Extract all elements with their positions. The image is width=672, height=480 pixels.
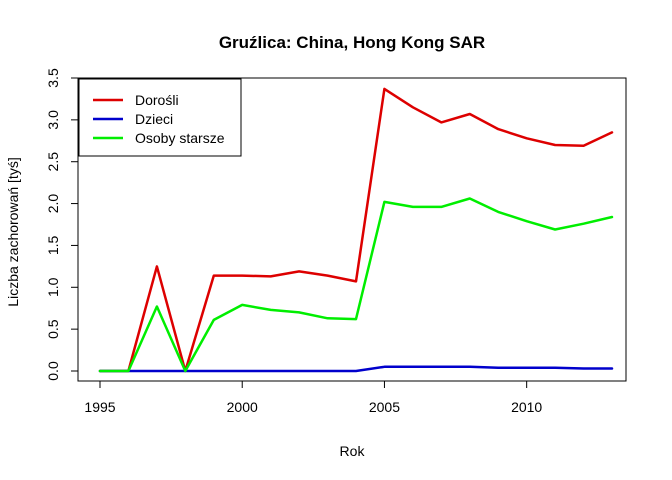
x-tick-label: 2000 — [227, 399, 258, 415]
y-tick-label: 1.0 — [45, 277, 61, 297]
x-axis: 1995 2000 2005 2010 — [84, 380, 542, 415]
y-axis-label: Liczba zachorowań [tyś] — [5, 157, 21, 306]
series-line-3 — [98, 197, 614, 373]
y-axis: 0.0 0.5 1.0 1.5 2.0 2.5 3.0 3.5 — [45, 68, 79, 381]
x-tick-label: 1995 — [84, 399, 115, 415]
y-tick-label: 0.0 — [45, 361, 61, 381]
y-tick-label: 2.0 — [45, 194, 61, 214]
legend-box — [78, 78, 242, 157]
y-tick-label: 0.5 — [45, 319, 61, 339]
series-group — [98, 87, 614, 373]
legend-label: Dorośli — [135, 92, 179, 108]
y-tick-label: 1.5 — [45, 235, 61, 255]
x-tick-label: 2005 — [369, 399, 400, 415]
legend-label: Dzieci — [135, 111, 173, 127]
y-tick-label: 3.0 — [45, 110, 61, 130]
legend-label: Osoby starsze — [135, 130, 225, 146]
x-tick-label: 2010 — [511, 399, 542, 415]
series-line-2 — [98, 365, 614, 373]
legend: Dorośli Dzieci Osoby starsze — [78, 78, 242, 157]
y-tick-label: 2.5 — [45, 152, 61, 172]
y-tick-label: 3.5 — [45, 68, 61, 88]
x-axis-label: Rok — [340, 443, 366, 459]
chart-title: Gruźlica: China, Hong Kong SAR — [219, 33, 485, 52]
